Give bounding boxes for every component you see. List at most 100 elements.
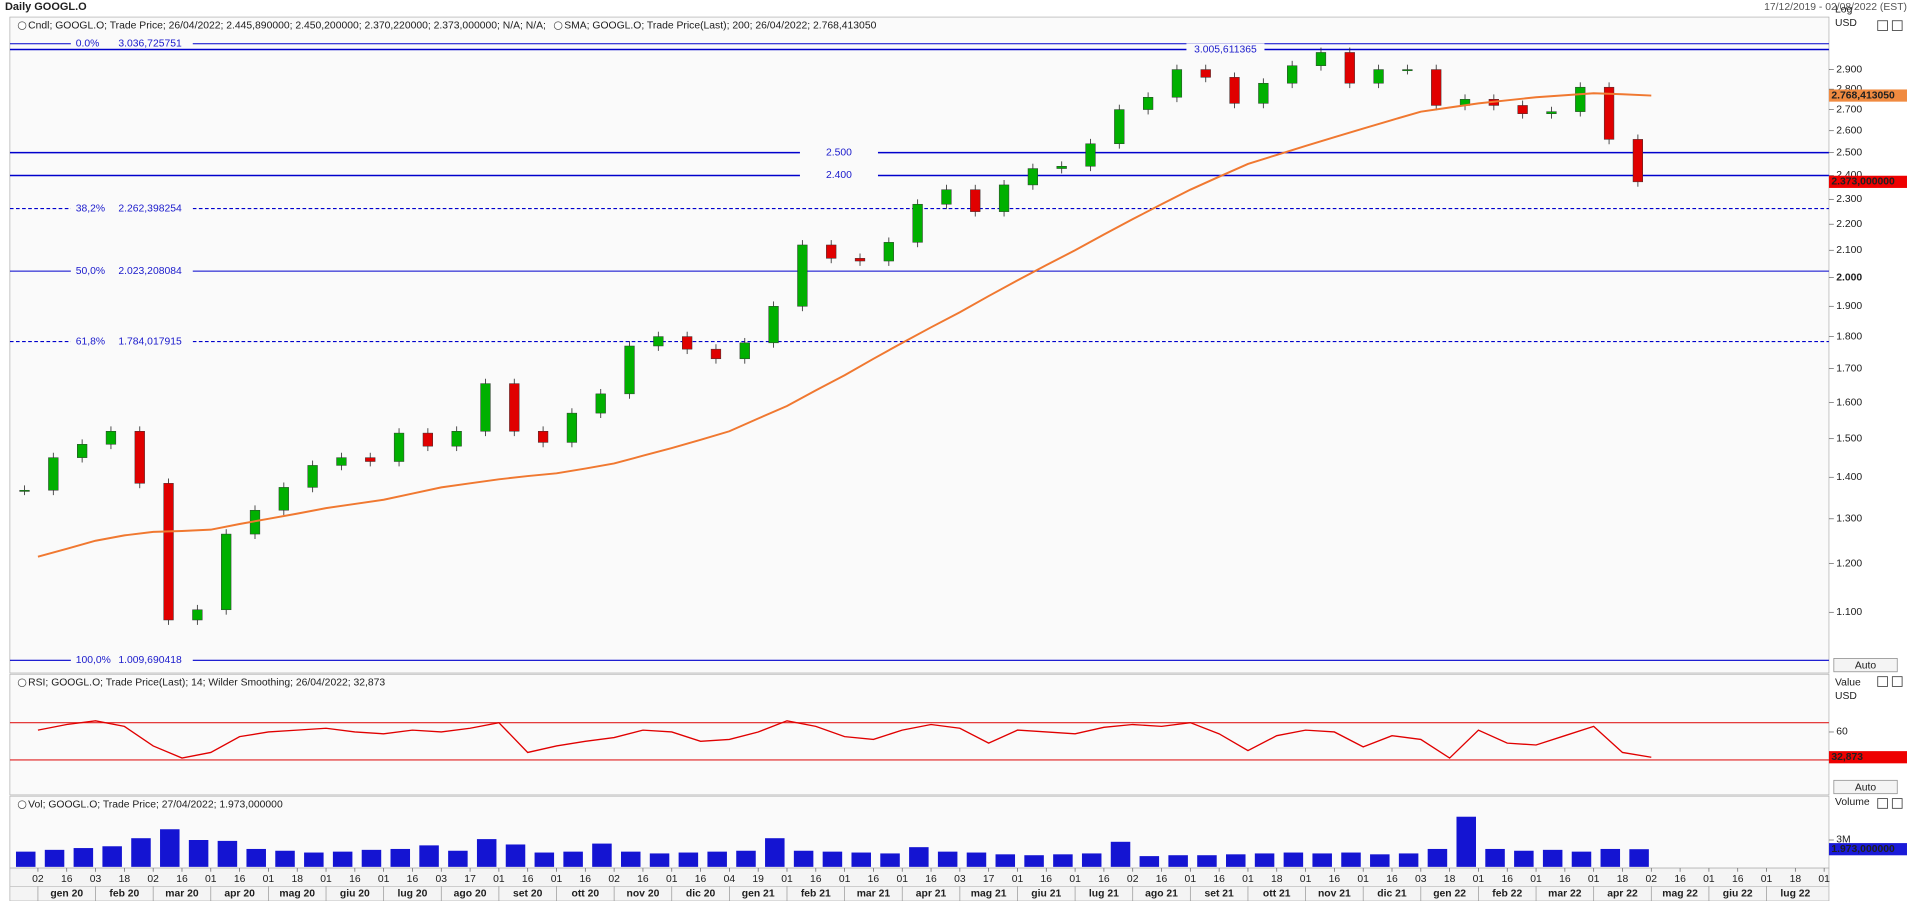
candle — [566, 412, 578, 443]
month-label: giu 20 — [340, 888, 370, 899]
candle — [509, 383, 520, 432]
x-tick-label: 01 — [1761, 874, 1773, 885]
volume-bar — [822, 851, 843, 867]
volume-bar — [246, 848, 266, 867]
x-tick-label: 02 — [1127, 874, 1139, 885]
last-value-label: 32,873 — [1831, 752, 1863, 763]
line-label-bg — [799, 169, 878, 182]
x-tick-label: 02 — [1646, 874, 1658, 885]
legend-icon — [553, 21, 563, 30]
month-label: apr 21 — [916, 888, 947, 899]
candle — [1315, 52, 1327, 66]
candle — [422, 432, 433, 447]
volume-bar — [649, 853, 670, 867]
volume-bar — [1398, 853, 1419, 867]
y-tick-label: 60 — [1836, 727, 1848, 738]
volume-bar — [390, 848, 411, 867]
maximize-button[interactable] — [1877, 676, 1888, 687]
x-tick-label: 16 — [1213, 874, 1225, 885]
last-value-box — [1828, 843, 1907, 856]
x-tick-label: 04 — [724, 874, 736, 885]
last-value-label: 2.768,413050 — [1831, 90, 1895, 101]
volume-bar — [15, 851, 36, 867]
candle — [768, 306, 779, 344]
candle — [192, 609, 203, 621]
date-range: 17/12/2019 - 02/08/2022 (EST) — [1764, 2, 1907, 13]
x-tick-label: 16 — [810, 874, 822, 885]
volume-bar — [332, 851, 353, 867]
volume-bar — [707, 851, 727, 867]
legend-icon — [17, 21, 27, 30]
x-tick-label: 01 — [1357, 874, 1369, 885]
auto-button[interactable] — [1833, 779, 1898, 795]
panel-buttons — [1877, 20, 1903, 809]
legend-icon — [17, 800, 27, 809]
volume-bar — [534, 852, 555, 867]
candle — [1085, 143, 1096, 167]
volume-bar — [1456, 816, 1476, 867]
window-title: Daily GOOGL.O — [5, 1, 87, 13]
volume-bar — [1024, 855, 1044, 867]
month-label: feb 20 — [109, 888, 139, 899]
x-tick-label: 16 — [1559, 874, 1571, 885]
month-label: lug 22 — [1780, 888, 1810, 899]
candle — [1402, 69, 1413, 72]
axis-label: USD — [1835, 18, 1857, 29]
axis-label: USD — [1835, 691, 1857, 702]
fib-value: 3.036,725751 — [118, 38, 182, 49]
x-tick-label: 16 — [1501, 874, 1513, 885]
candle — [1632, 139, 1644, 183]
close-button[interactable] — [1891, 798, 1903, 809]
candle — [998, 184, 1010, 212]
month-label: mag 20 — [279, 888, 315, 899]
y-tick-label: 1.600 — [1836, 397, 1862, 408]
candle — [739, 342, 750, 360]
volume-bar — [880, 853, 900, 867]
y-tick-label: 2.900 — [1836, 64, 1862, 75]
y-tick-label: 2.300 — [1836, 194, 1862, 205]
y-tick-label: 3M — [1836, 835, 1850, 846]
candle — [48, 457, 59, 491]
fib-pct: 0.0% — [76, 38, 100, 49]
y-tick-label: 1.900 — [1836, 301, 1862, 312]
series-line — [37, 720, 1652, 759]
candle — [1373, 69, 1384, 84]
candle — [77, 444, 88, 458]
volume-bar — [620, 851, 641, 867]
candle — [797, 244, 808, 307]
x-tick-label: 16 — [349, 874, 361, 885]
candle — [1344, 52, 1355, 84]
candle — [105, 431, 117, 445]
close-button[interactable] — [1891, 676, 1903, 687]
rsi-panel — [9, 673, 1830, 796]
maximize-button[interactable] — [1877, 20, 1888, 31]
auto-button[interactable] — [1833, 658, 1898, 673]
auto-label[interactable]: Auto — [1855, 782, 1877, 793]
auto-label[interactable]: Auto — [1855, 660, 1877, 671]
candle — [1287, 65, 1298, 84]
month-label: dic 21 — [1377, 888, 1407, 899]
volume-bar — [1197, 855, 1217, 867]
line-label-bg — [1186, 43, 1265, 56]
volume-bar — [1485, 848, 1505, 867]
x-tick-label: 01 — [263, 874, 275, 885]
fib-label-bg — [70, 202, 193, 215]
candle — [653, 336, 664, 347]
x-tick-label: 01 — [1012, 874, 1024, 885]
month-label: giu 21 — [1031, 888, 1061, 899]
candle — [710, 348, 722, 360]
volume-bar — [188, 840, 209, 867]
x-tick-label: 01 — [493, 874, 505, 885]
month-label: dic 20 — [686, 888, 716, 899]
close-button[interactable] — [1891, 20, 1903, 31]
candle — [307, 465, 318, 488]
volume-bar — [1629, 849, 1649, 867]
plot-area — [15, 816, 1649, 867]
maximize-button[interactable] — [1877, 798, 1888, 809]
y-tick-label: 2.200 — [1836, 219, 1862, 230]
y-tick-label: 2.500 — [1836, 147, 1862, 158]
volume-bar — [909, 847, 929, 867]
x-tick-label: 01 — [896, 874, 908, 885]
fib-value: 2.262,398254 — [118, 203, 182, 214]
x-tick-label: 01 — [1703, 874, 1715, 885]
